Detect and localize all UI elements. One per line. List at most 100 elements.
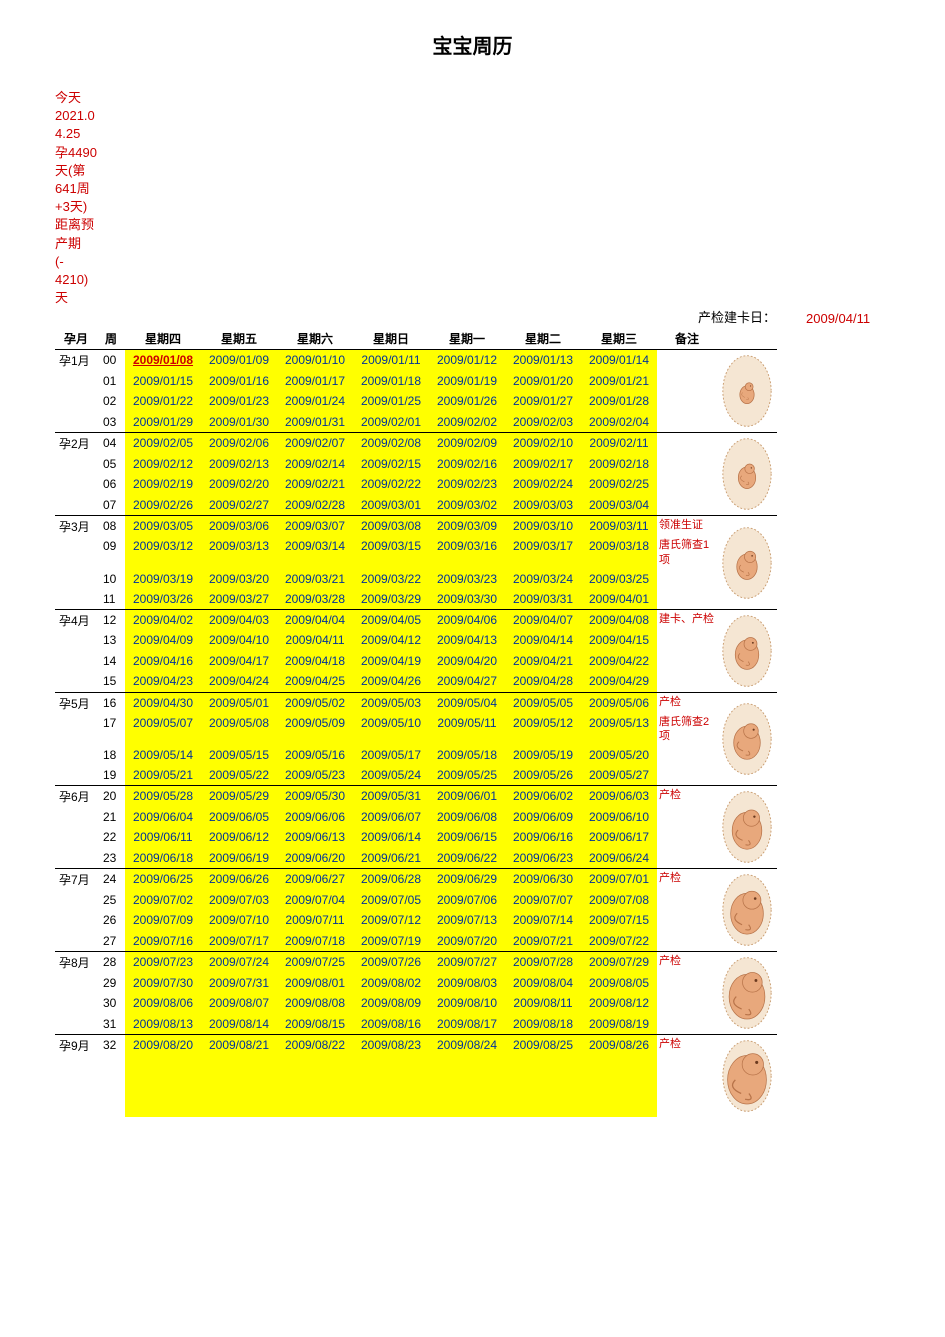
note-cell: 产检 bbox=[657, 1035, 717, 1118]
note-cell bbox=[657, 993, 717, 1013]
date-cell: 2009/05/16 bbox=[277, 745, 353, 765]
fetus-image bbox=[717, 869, 777, 952]
note-cell bbox=[657, 589, 717, 610]
date-cell: 2009/02/16 bbox=[429, 454, 505, 474]
column-header: 星期六 bbox=[277, 328, 353, 350]
fetus-image bbox=[717, 952, 777, 1035]
date-cell: 2009/04/17 bbox=[201, 651, 277, 671]
date-cell: 2009/05/29 bbox=[201, 786, 277, 807]
date-cell: 2009/07/03 bbox=[201, 890, 277, 910]
date-cell: 2009/02/03 bbox=[505, 412, 581, 433]
info-line: 产期 bbox=[55, 235, 110, 253]
date-cell: 2009/01/31 bbox=[277, 412, 353, 433]
date-cell: 2009/06/10 bbox=[581, 807, 657, 827]
date-cell: 2009/02/19 bbox=[125, 474, 201, 494]
date-cell: 2009/07/19 bbox=[353, 931, 429, 952]
date-cell: 2009/08/17 bbox=[429, 1014, 505, 1035]
date-cell: 2009/01/24 bbox=[277, 391, 353, 411]
date-cell: 2009/01/10 bbox=[277, 350, 353, 371]
date-cell: 2009/03/03 bbox=[505, 495, 581, 516]
date-cell: 2009/07/25 bbox=[277, 952, 353, 973]
note-cell: 建卡、产检 bbox=[657, 609, 717, 630]
note-cell bbox=[657, 807, 717, 827]
note-cell: 唐氏筛查1项 bbox=[657, 536, 717, 569]
week-number: 05 bbox=[97, 454, 125, 474]
date-cell: 2009/04/09 bbox=[125, 630, 201, 650]
exam-date-value: 2009/04/11 bbox=[806, 311, 870, 326]
date-cell: 2009/08/25 bbox=[505, 1035, 581, 1118]
column-header: 星期三 bbox=[581, 328, 657, 350]
date-cell: 2009/07/16 bbox=[125, 931, 201, 952]
date-cell: 2009/06/25 bbox=[125, 869, 201, 890]
date-cell: 2009/04/10 bbox=[201, 630, 277, 650]
fetus-image bbox=[717, 786, 777, 869]
date-cell: 2009/01/14 bbox=[581, 350, 657, 371]
date-cell: 2009/07/05 bbox=[353, 890, 429, 910]
date-cell: 2009/03/27 bbox=[201, 589, 277, 610]
date-cell: 2009/08/11 bbox=[505, 993, 581, 1013]
note-cell: 唐氏筛查2项 bbox=[657, 713, 717, 746]
date-cell: 2009/06/26 bbox=[201, 869, 277, 890]
date-cell: 2009/01/30 bbox=[201, 412, 277, 433]
date-cell: 2009/06/04 bbox=[125, 807, 201, 827]
date-cell: 2009/05/13 bbox=[581, 713, 657, 746]
week-number: 32 bbox=[97, 1035, 125, 1118]
date-cell: 2009/03/20 bbox=[201, 569, 277, 589]
month-label: 孕1月 bbox=[55, 350, 97, 433]
today-info: 今天2021.04.25孕4490天(第641周+3天)距离预产期 (-4210… bbox=[0, 69, 110, 307]
date-cell: 2009/06/09 bbox=[505, 807, 581, 827]
date-cell: 2009/07/14 bbox=[505, 910, 581, 930]
date-cell: 2009/06/29 bbox=[429, 869, 505, 890]
exam-date-label: 产检建卡日： bbox=[698, 307, 776, 326]
date-cell: 2009/02/18 bbox=[581, 454, 657, 474]
week-number: 22 bbox=[97, 827, 125, 847]
date-cell: 2009/07/28 bbox=[505, 952, 581, 973]
note-cell bbox=[657, 474, 717, 494]
date-cell: 2009/03/05 bbox=[125, 516, 201, 537]
date-cell: 2009/03/16 bbox=[429, 536, 505, 569]
date-cell: 2009/08/04 bbox=[505, 973, 581, 993]
date-cell: 2009/07/11 bbox=[277, 910, 353, 930]
date-cell: 2009/01/27 bbox=[505, 391, 581, 411]
date-cell: 2009/06/15 bbox=[429, 827, 505, 847]
date-cell: 2009/07/12 bbox=[353, 910, 429, 930]
info-line: 2021.0 bbox=[55, 107, 110, 125]
date-cell: 2009/02/27 bbox=[201, 495, 277, 516]
date-cell: 2009/04/08 bbox=[581, 609, 657, 630]
date-cell: 2009/07/01 bbox=[581, 869, 657, 890]
info-line: 4210) bbox=[55, 271, 110, 289]
date-cell: 2009/04/28 bbox=[505, 671, 581, 692]
column-header: 星期日 bbox=[353, 328, 429, 350]
week-number: 28 bbox=[97, 952, 125, 973]
fetus-image bbox=[717, 692, 777, 786]
note-cell bbox=[657, 630, 717, 650]
date-cell: 2009/08/06 bbox=[125, 993, 201, 1013]
date-cell: 2009/08/23 bbox=[353, 1035, 429, 1118]
date-cell: 2009/06/14 bbox=[353, 827, 429, 847]
info-line: 今天 bbox=[55, 89, 110, 107]
date-cell: 2009/06/06 bbox=[277, 807, 353, 827]
note-cell bbox=[657, 651, 717, 671]
info-line: 距离预 bbox=[55, 216, 110, 234]
date-cell: 2009/02/01 bbox=[353, 412, 429, 433]
date-cell: 2009/03/01 bbox=[353, 495, 429, 516]
note-cell bbox=[657, 412, 717, 433]
date-cell: 2009/02/15 bbox=[353, 454, 429, 474]
fetus-image bbox=[717, 350, 777, 433]
date-cell: 2009/03/14 bbox=[277, 536, 353, 569]
date-cell: 2009/01/15 bbox=[125, 371, 201, 391]
date-cell: 2009/07/27 bbox=[429, 952, 505, 973]
date-cell: 2009/05/09 bbox=[277, 713, 353, 746]
week-number: 04 bbox=[97, 433, 125, 454]
date-cell: 2009/07/26 bbox=[353, 952, 429, 973]
date-cell: 2009/04/15 bbox=[581, 630, 657, 650]
date-cell: 2009/05/31 bbox=[353, 786, 429, 807]
date-cell: 2009/02/05 bbox=[125, 433, 201, 454]
date-cell: 2009/04/29 bbox=[581, 671, 657, 692]
column-header: 孕月 bbox=[55, 328, 97, 350]
date-cell: 2009/03/02 bbox=[429, 495, 505, 516]
date-cell: 2009/02/26 bbox=[125, 495, 201, 516]
week-number: 18 bbox=[97, 745, 125, 765]
date-cell: 2009/05/20 bbox=[581, 745, 657, 765]
date-cell: 2009/06/23 bbox=[505, 848, 581, 869]
